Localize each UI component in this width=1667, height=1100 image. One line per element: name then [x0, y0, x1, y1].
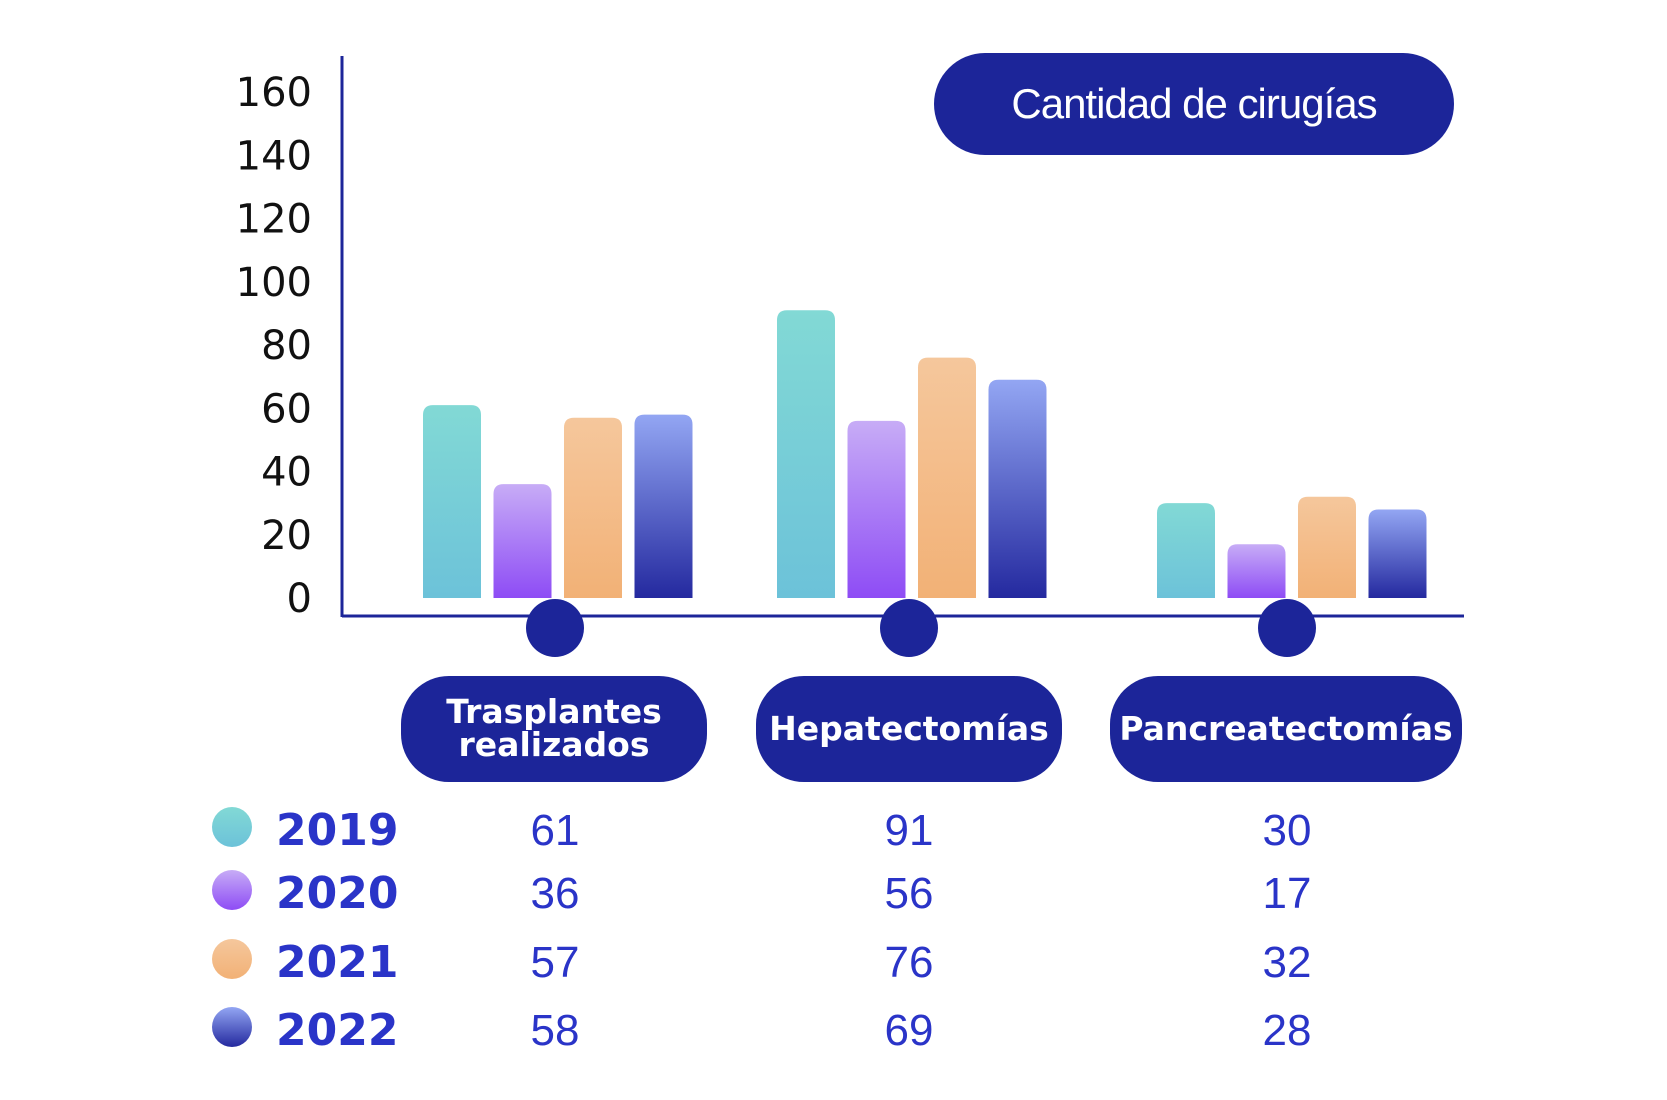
category-marker-dot [526, 599, 584, 657]
table-value: 32 [1263, 938, 1312, 987]
table-value: 17 [1263, 869, 1312, 918]
bar-2022-1 [988, 379, 1047, 598]
bar-2019-1 [777, 310, 835, 598]
bars [423, 310, 1427, 598]
values-table: 2019 61 91 30 2020 36 56 17 2021 57 76 32 2022 58 69 28 [212, 805, 1311, 1056]
table-value: 91 [885, 806, 934, 855]
bar-2020-0 [493, 484, 552, 598]
chart-title-background [934, 53, 1454, 155]
bar-2021-2 [1298, 496, 1356, 598]
y-tick-label: 140 [236, 133, 312, 179]
y-tick-label: 80 [261, 323, 312, 369]
y-tick-label: 40 [261, 450, 312, 496]
y-tick-label: 60 [261, 386, 312, 432]
y-tick-label: 0 [287, 576, 312, 622]
bar-2019-2 [1157, 503, 1215, 598]
bar-2020-1 [847, 420, 906, 598]
table-value: 76 [885, 938, 934, 987]
category-marker-dot [880, 599, 938, 657]
table-value: 69 [885, 1006, 934, 1055]
table-value: 56 [885, 869, 934, 918]
category-label-pill [1110, 676, 1462, 782]
y-tick-label: 20 [261, 513, 312, 559]
category-label: realizados [459, 725, 650, 764]
legend-swatch-2020 [212, 870, 252, 910]
bar-2019-0 [423, 405, 481, 598]
table-value: 57 [531, 938, 580, 987]
legend-year-label: 2021 [276, 937, 398, 988]
legend-swatch-2021 [212, 939, 252, 979]
y-axis-ticks: 0 20 40 60 80 100 120 140 160 [236, 70, 312, 622]
category-label-pill [401, 676, 707, 782]
legend-year-label: 2019 [276, 805, 398, 856]
y-tick-label: 160 [236, 70, 312, 116]
legend-year-label: 2020 [276, 868, 398, 919]
bar-2021-1 [918, 357, 976, 598]
legend-swatch-2022 [212, 1007, 252, 1047]
chart-title-badge: Cantidad de cirugías [934, 53, 1454, 155]
y-tick-label: 100 [236, 260, 312, 306]
category-label: Pancreatectomías [1119, 709, 1452, 748]
category-label-pill [756, 676, 1062, 782]
chart-title: Cantidad de cirugías [1011, 80, 1376, 127]
bar-2022-2 [1368, 509, 1427, 598]
table-value: 36 [531, 869, 580, 918]
table-value: 58 [531, 1006, 580, 1055]
y-tick-label: 120 [236, 197, 312, 243]
category-label: Trasplantes [446, 692, 662, 731]
bar-2020-2 [1227, 544, 1286, 598]
bar-2021-0 [564, 417, 622, 598]
legend-year-label: 2022 [276, 1005, 398, 1056]
table-value: 30 [1263, 806, 1312, 855]
legend-swatch-2019 [212, 807, 252, 847]
table-value: 61 [531, 806, 580, 855]
table-value: 28 [1263, 1006, 1312, 1055]
bar-2022-0 [634, 414, 693, 598]
category-marker-dot [1258, 599, 1316, 657]
category-label: Hepatectomías [769, 709, 1049, 748]
